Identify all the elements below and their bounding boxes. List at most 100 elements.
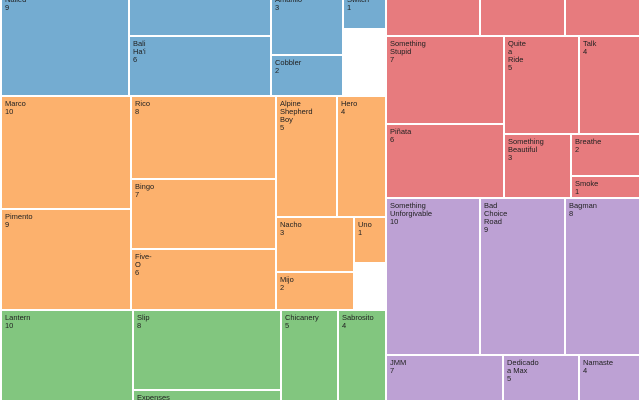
tile-value: 7 bbox=[390, 55, 395, 64]
tile-label: Bingo 7 bbox=[135, 183, 154, 199]
tile-name: Breathe bbox=[575, 137, 602, 146]
tile: Pimento 9 bbox=[1, 209, 131, 310]
tile-label: Nailed9 bbox=[5, 0, 26, 12]
tile-label: Expenses bbox=[137, 394, 170, 400]
tile-label: Hero 4 bbox=[341, 100, 357, 116]
tile-value: 6 bbox=[390, 135, 395, 144]
tile-value: 9 bbox=[5, 220, 10, 229]
tile: Chicanery 5 bbox=[281, 310, 338, 400]
tile-label: Bad Choice Road 9 bbox=[484, 202, 507, 234]
tile: Marco 10 bbox=[1, 96, 131, 209]
tile-label: Switch1 bbox=[347, 0, 369, 12]
tile: Alpine Shepherd Boy 5 bbox=[276, 96, 337, 217]
tile-value: 5 bbox=[508, 63, 513, 72]
tile: Nacho 3 bbox=[276, 217, 354, 272]
tile: Expenses bbox=[133, 390, 281, 400]
tile-label: Cobbler 2 bbox=[275, 59, 301, 75]
tile-label: Breathe 2 bbox=[575, 138, 601, 154]
tile: Switch1 bbox=[343, 0, 386, 29]
tile-label: Something Stupid 7 bbox=[390, 40, 426, 64]
tile-label: Something Beautiful 3 bbox=[508, 138, 544, 162]
tile-name: Smoke bbox=[575, 179, 599, 188]
tile: Talk 4 bbox=[579, 36, 640, 134]
tile-value: 3 bbox=[508, 153, 513, 162]
tile-label: JMM 7 bbox=[390, 359, 406, 375]
tile: Rico 8 bbox=[131, 96, 276, 179]
tile-name: Dedicado a Max bbox=[507, 358, 539, 375]
tile-value: 9 bbox=[484, 225, 489, 234]
tile-name: Mijo bbox=[280, 275, 294, 284]
tile: Bali Ha'i 6 bbox=[129, 36, 271, 96]
tile-name: Sabrosito bbox=[342, 313, 374, 322]
tile-name: Uno bbox=[358, 220, 372, 229]
tile-label: Mijo 2 bbox=[280, 276, 294, 292]
tile bbox=[480, 0, 565, 36]
tile-label: Five-O 6 bbox=[135, 253, 152, 277]
tile-label: Something Unforgivable 10 bbox=[390, 202, 432, 226]
tile: Breathe 2 bbox=[571, 134, 640, 176]
tile-label: Talk 4 bbox=[583, 40, 596, 56]
tile-label: Slip 8 bbox=[137, 314, 150, 330]
tile-value: 1 bbox=[575, 187, 580, 196]
tile: Quite a Ride 5 bbox=[504, 36, 579, 134]
tile-value: 9 bbox=[5, 3, 10, 12]
tile-label: Namaste 4 bbox=[583, 359, 613, 375]
tile-value: 3 bbox=[280, 228, 285, 237]
tile-name: Quite a Ride bbox=[508, 39, 526, 64]
tile-label: Sabrosito 4 bbox=[342, 314, 374, 330]
tile-value: 8 bbox=[135, 107, 140, 116]
tile-name: Marco bbox=[5, 99, 26, 108]
tile-value: 2 bbox=[575, 145, 580, 154]
tile-value: 6 bbox=[135, 268, 140, 277]
tile-label: Amarillo3 bbox=[275, 0, 302, 12]
tile bbox=[386, 0, 480, 36]
tile-label: Bagman 8 bbox=[569, 202, 597, 218]
tile-name: Namaste bbox=[583, 358, 614, 367]
tile-name: Switch bbox=[347, 0, 369, 4]
tile-value: 7 bbox=[390, 366, 395, 375]
tile-name: Bingo bbox=[135, 182, 155, 191]
tile-name: Lantern bbox=[5, 313, 31, 322]
tile-label: Pimento 9 bbox=[5, 213, 33, 229]
tile-name: Alpine Shepherd Boy bbox=[280, 99, 313, 124]
tile: Nailed9 bbox=[1, 0, 129, 96]
tile: Dedicado a Max 5 bbox=[503, 355, 579, 400]
tile-label: Chicanery 5 bbox=[285, 314, 319, 330]
tile-value: 8 bbox=[569, 209, 574, 218]
tile-name: Amarillo bbox=[275, 0, 302, 4]
tile-value: 4 bbox=[342, 321, 347, 330]
tile-label: Smoke 1 bbox=[575, 180, 598, 196]
tile: Uno 1 bbox=[354, 217, 386, 263]
tile: Lantern 10 bbox=[1, 310, 133, 400]
tile-name: Bagman bbox=[569, 201, 597, 210]
tile-name: Something Unforgivable bbox=[390, 201, 433, 218]
tile-label: Lantern 10 bbox=[5, 314, 30, 330]
tile-value: 3 bbox=[275, 3, 280, 12]
tile: Hero 4 bbox=[337, 96, 386, 217]
tile-value: 2 bbox=[275, 66, 280, 75]
tile-name: Nacho bbox=[280, 220, 302, 229]
tile-label: Quite a Ride 5 bbox=[508, 40, 526, 72]
tile-value: 8 bbox=[137, 321, 142, 330]
tile-label: Dedicado a Max 5 bbox=[507, 359, 539, 383]
tile-value: 10 bbox=[5, 321, 14, 330]
tile-name: Chicanery bbox=[285, 313, 319, 322]
tile-label: Marco 10 bbox=[5, 100, 26, 116]
tile bbox=[129, 0, 271, 36]
tile-value: 1 bbox=[358, 228, 363, 237]
tile-name: Expenses bbox=[137, 393, 170, 400]
tile: Smoke 1 bbox=[571, 176, 640, 198]
tile-name: Nailed bbox=[5, 0, 26, 4]
tile: Something Stupid 7 bbox=[386, 36, 504, 124]
tile-value: 2 bbox=[280, 283, 285, 292]
tile-name: Something Beautiful bbox=[508, 137, 544, 154]
tile: Mijo 2 bbox=[276, 272, 354, 310]
tile-name: Piñata bbox=[390, 127, 412, 136]
tile-label: Uno 1 bbox=[358, 221, 372, 237]
tile: Amarillo3 bbox=[271, 0, 343, 55]
tile-value: 10 bbox=[5, 107, 14, 116]
tile: JMM 7 bbox=[386, 355, 503, 400]
tile: Something Beautiful 3 bbox=[504, 134, 571, 198]
tile-label: Bali Ha'i 6 bbox=[133, 40, 146, 64]
